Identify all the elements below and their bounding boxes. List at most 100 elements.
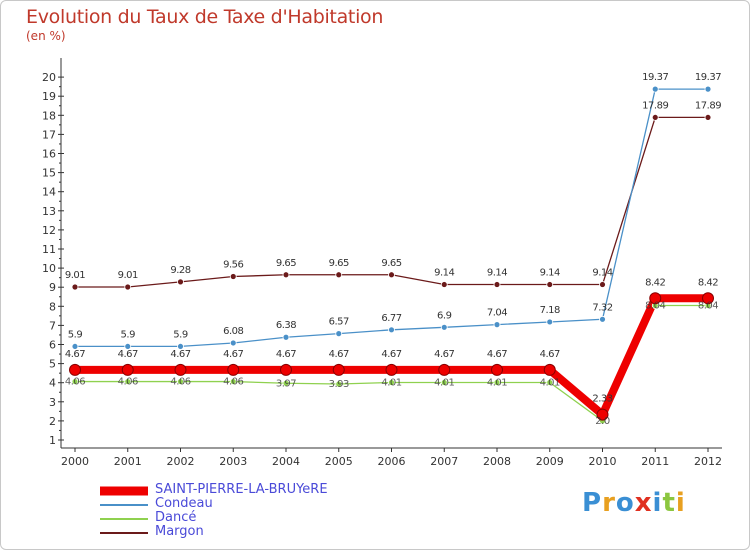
data-point xyxy=(493,321,501,329)
y-tick-label: 3 xyxy=(49,396,56,409)
legend-swatch xyxy=(100,532,148,534)
data-label: 9.28 xyxy=(170,265,190,276)
chart-subtitle: (en %) xyxy=(26,29,66,43)
x-tick-label: 2006 xyxy=(378,455,406,468)
data-point xyxy=(543,363,556,376)
data-point xyxy=(546,379,554,386)
data-point xyxy=(282,379,290,387)
legend-label: Margon xyxy=(155,524,204,539)
data-point xyxy=(440,379,448,386)
data-label: 4.06 xyxy=(223,377,243,388)
data-point xyxy=(282,271,290,279)
data-label: 9.65 xyxy=(381,258,401,269)
data-label: 6.77 xyxy=(381,313,401,324)
data-label: 6.9 xyxy=(437,310,452,321)
data-label: 4.67 xyxy=(434,349,454,360)
x-tick-label: 2001 xyxy=(114,455,142,468)
data-label: 9.14 xyxy=(434,268,454,279)
data-point xyxy=(280,363,292,376)
y-tick-label: 8 xyxy=(49,300,56,313)
y-tick-label: 4 xyxy=(49,377,56,390)
legend-label: Condeau xyxy=(155,496,213,511)
x-tick-label: 2009 xyxy=(536,455,564,468)
x-tick-label: 2011 xyxy=(641,455,669,468)
data-point xyxy=(651,114,659,121)
y-tick-label: 13 xyxy=(42,205,56,218)
data-label: 5.9 xyxy=(68,329,83,340)
data-label: 4.01 xyxy=(434,378,454,389)
data-label: 9.01 xyxy=(118,270,138,281)
y-tick-label: 10 xyxy=(42,262,56,275)
data-label: 8.42 xyxy=(645,277,665,288)
data-point xyxy=(177,278,184,286)
data-point xyxy=(385,363,398,376)
legend-label: Dancé xyxy=(155,510,197,525)
data-label: 4.67 xyxy=(170,349,190,360)
data-point xyxy=(440,281,448,288)
y-tick-label: 6 xyxy=(49,339,56,352)
data-label: 9.14 xyxy=(540,268,560,279)
data-point xyxy=(71,378,79,385)
data-label: 5.9 xyxy=(173,329,188,340)
data-label: 17.89 xyxy=(695,100,721,111)
y-tick-label: 2 xyxy=(49,415,56,428)
data-label: 4.01 xyxy=(487,378,507,389)
data-point xyxy=(546,318,554,326)
y-tick-label: 14 xyxy=(42,186,56,199)
data-label: 3.93 xyxy=(329,379,349,390)
data-label: 6.38 xyxy=(276,320,296,331)
data-label: 4.01 xyxy=(381,378,401,389)
x-tick-label: 2003 xyxy=(219,455,247,468)
data-point xyxy=(124,343,132,350)
data-label: 9.56 xyxy=(223,260,243,271)
data-point xyxy=(174,363,187,376)
data-label: 17.89 xyxy=(642,100,668,111)
data-point xyxy=(491,363,503,376)
x-tick-label: 2005 xyxy=(325,455,353,468)
data-point xyxy=(227,363,240,376)
data-point xyxy=(649,292,662,305)
data-point xyxy=(69,363,81,376)
legend-swatch xyxy=(100,486,148,496)
data-label: 9.65 xyxy=(276,258,296,269)
legend-swatch xyxy=(100,518,148,520)
data-label: 4.67 xyxy=(65,349,85,360)
data-label: 6.57 xyxy=(329,317,349,328)
data-label: 5.9 xyxy=(121,329,136,340)
y-tick-label: 7 xyxy=(49,319,56,332)
data-label: 8.42 xyxy=(698,277,718,288)
y-tick-label: 12 xyxy=(42,224,56,237)
data-point xyxy=(651,85,659,93)
data-point xyxy=(177,378,184,385)
data-label: 2.33 xyxy=(592,394,612,405)
x-tick-label: 2008 xyxy=(483,455,511,468)
data-label: 4.67 xyxy=(381,349,401,360)
x-tick-label: 2002 xyxy=(167,455,195,468)
data-point xyxy=(121,363,134,376)
data-point xyxy=(599,281,606,288)
data-point xyxy=(704,114,712,121)
data-label: 7.04 xyxy=(487,308,507,319)
data-point xyxy=(124,283,132,291)
data-point xyxy=(335,380,343,388)
data-point xyxy=(229,273,237,280)
data-point xyxy=(388,271,395,279)
data-label: 4.67 xyxy=(276,349,296,360)
data-point xyxy=(493,281,501,288)
chart-title: Evolution du Taux de Taxe d'Habitation xyxy=(26,6,384,28)
data-point xyxy=(704,85,712,93)
y-tick-label: 11 xyxy=(42,243,56,256)
data-label: 4.67 xyxy=(540,349,560,360)
data-point xyxy=(335,330,343,338)
x-tick-label: 2007 xyxy=(430,455,458,468)
x-tick-label: 2010 xyxy=(589,455,617,468)
data-label: 4.01 xyxy=(540,378,560,389)
y-tick-label: 20 xyxy=(42,71,56,84)
data-label: 4.67 xyxy=(329,349,349,360)
data-label: 4.06 xyxy=(170,377,190,388)
data-label: 2.0 xyxy=(595,416,610,427)
data-label: 4.06 xyxy=(118,377,138,388)
data-label: 9.14 xyxy=(487,268,507,279)
